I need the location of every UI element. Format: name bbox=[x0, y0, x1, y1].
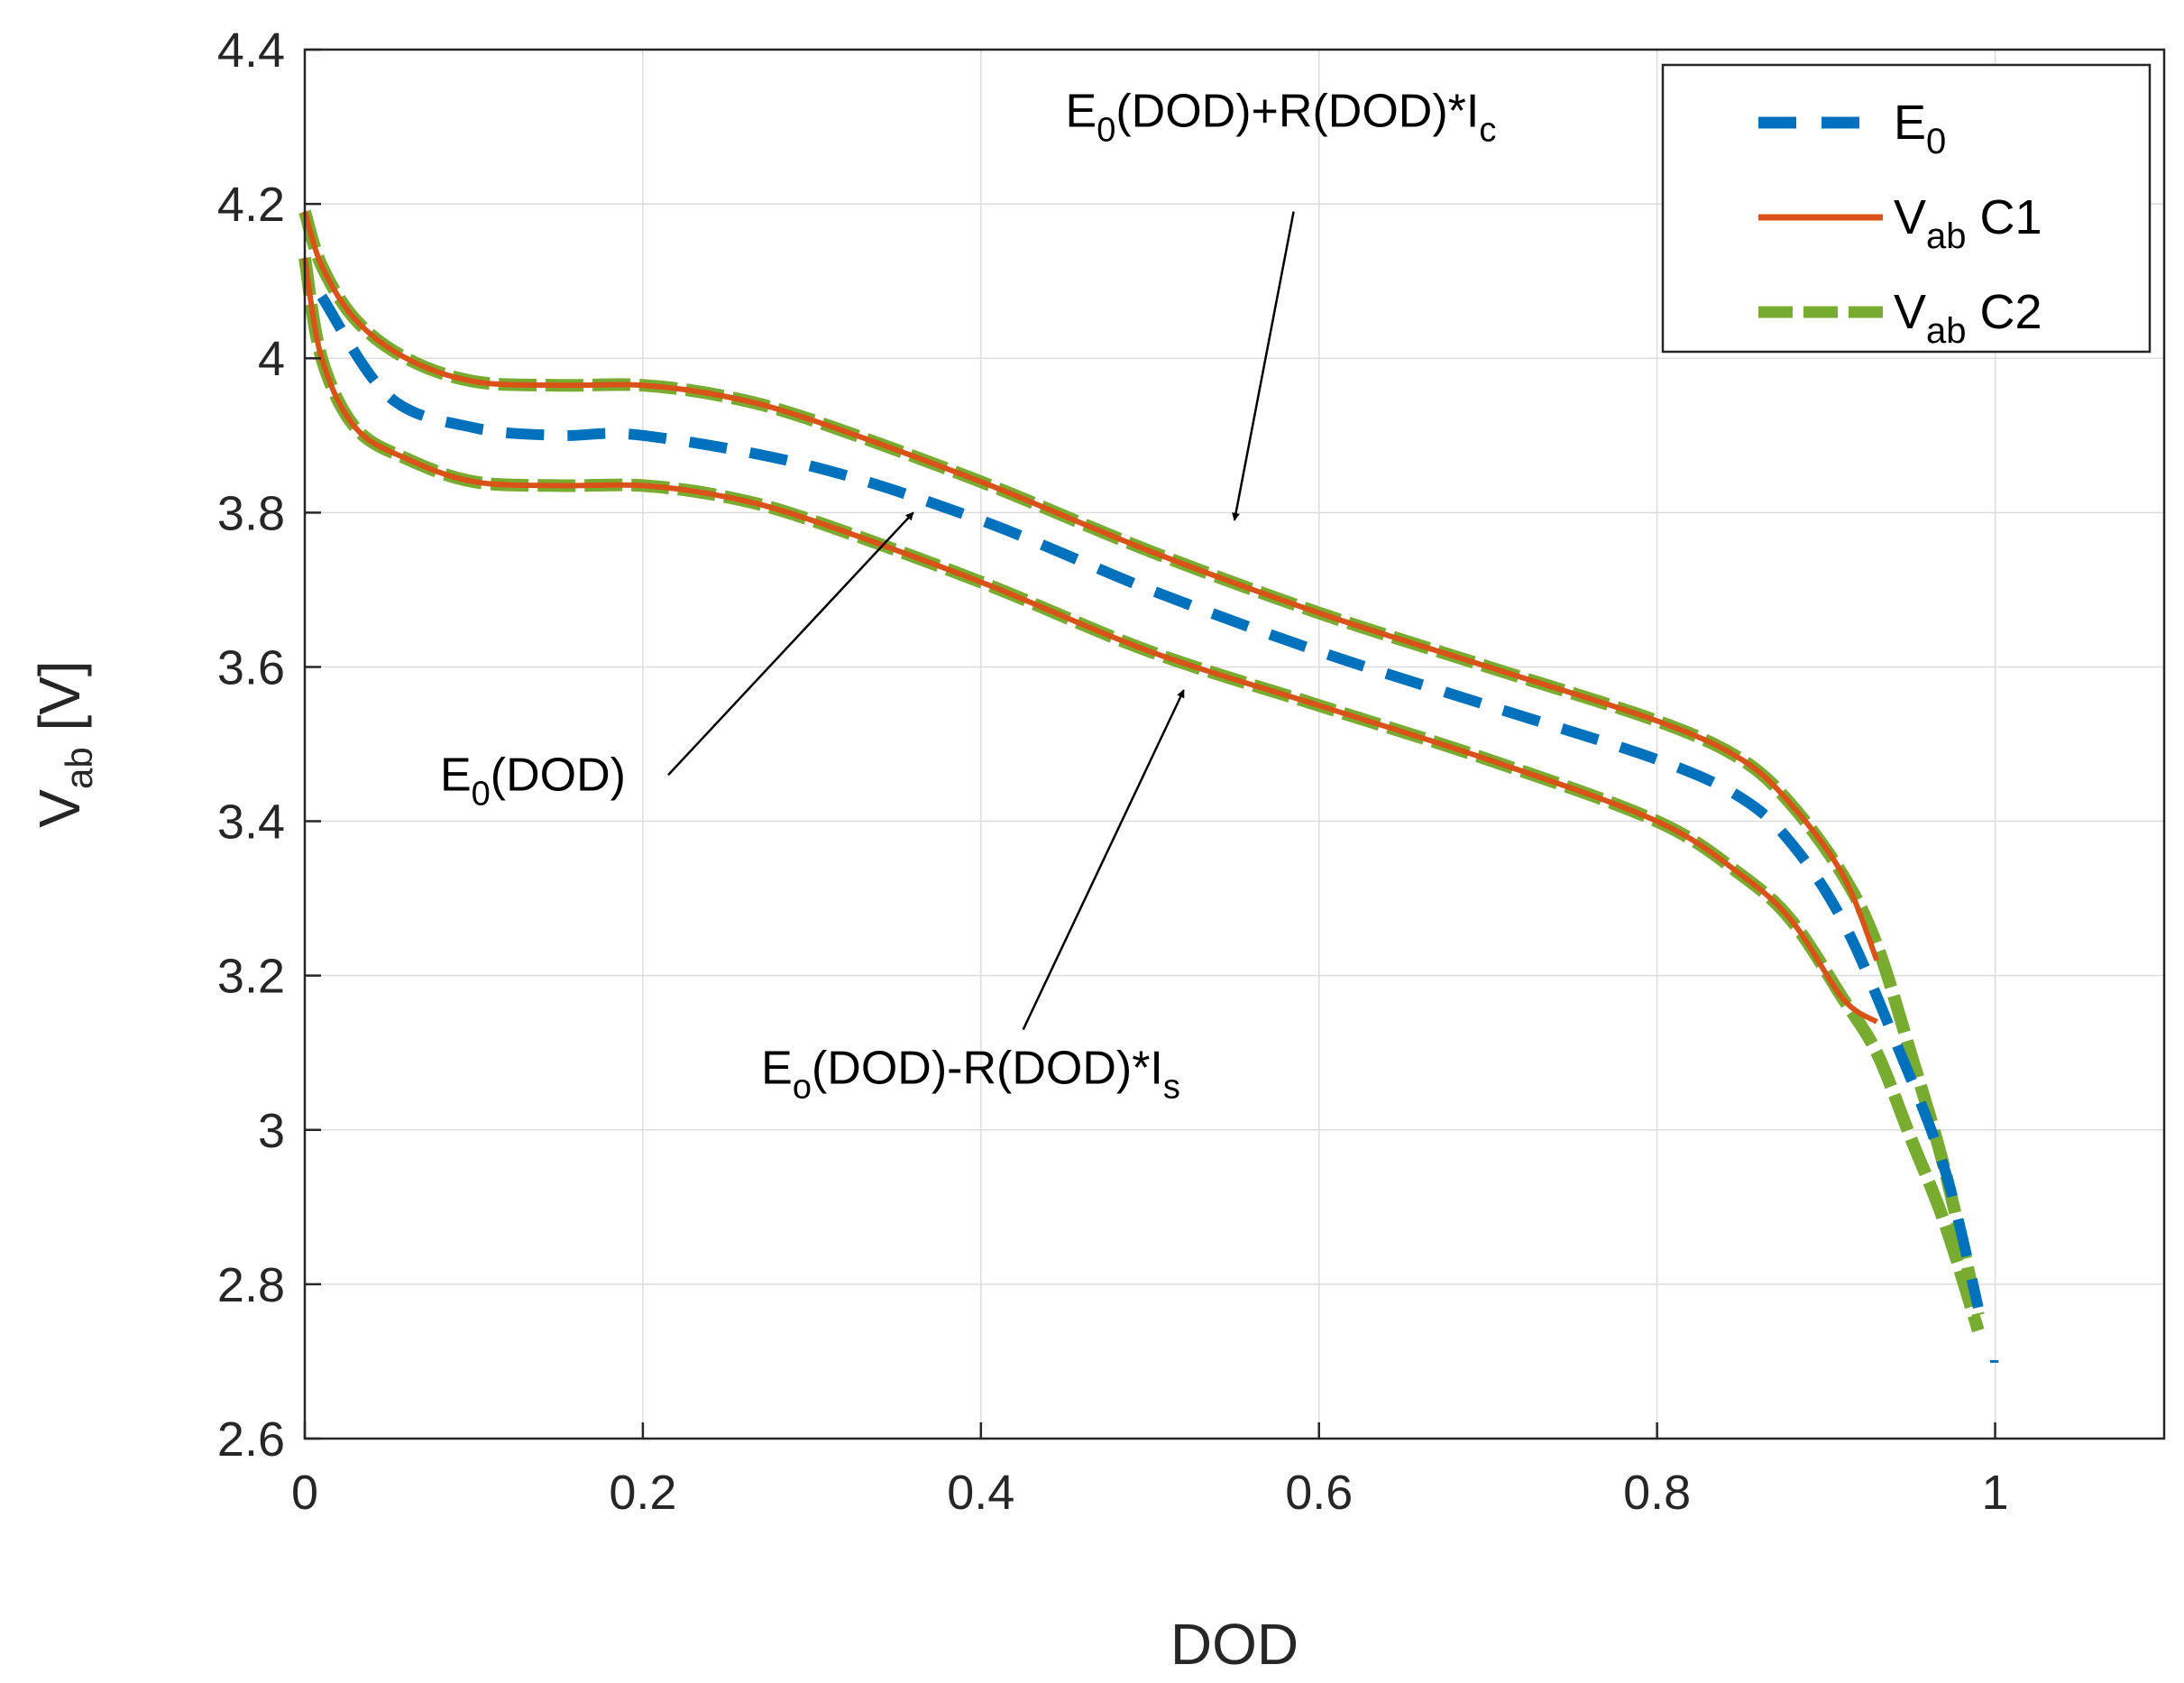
x-tick-label: 1 bbox=[1982, 1466, 2009, 1520]
y-tick-label: 4 bbox=[258, 332, 285, 386]
series-layer bbox=[298, 209, 1999, 1363]
annotation-ocv-label: E0(DOD) bbox=[440, 749, 626, 813]
plot-frame bbox=[303, 48, 2166, 1440]
annotation-discharge-arrow bbox=[1022, 689, 1185, 1031]
annotation-charge-label: E0(DOD)+R(DOD)*Ic bbox=[1066, 86, 1497, 150]
annotations: E0(DOD)+R(DOD)*Ic E0(DOD) Eo(DOD)-R(DOD)*I… bbox=[440, 86, 1496, 1107]
y-tick-label: 2.6 bbox=[217, 1412, 285, 1467]
y-tick-label: 3.2 bbox=[217, 950, 285, 1004]
x-tick-label: 0 bbox=[291, 1466, 318, 1520]
y-tick-label: 3.8 bbox=[217, 486, 285, 540]
x-tick-label: 0.8 bbox=[1623, 1466, 1691, 1520]
y-tick-label: 4.4 bbox=[217, 23, 285, 78]
annotation-charge-arrow bbox=[1232, 211, 1295, 521]
legend-label-vab-c1-charge: Vab C1 bbox=[1894, 190, 2042, 256]
series-line-vab-c1-discharge bbox=[302, 257, 1879, 1025]
x-tick-label: 0.2 bbox=[609, 1466, 676, 1520]
y-tick-label: 3.6 bbox=[217, 640, 285, 694]
legend-label-e0: E0 bbox=[1894, 96, 1946, 161]
annotation-discharge-label: Eo(DOD)-R(DOD)*Is bbox=[761, 1042, 1180, 1106]
x-tick-label: 0.6 bbox=[1285, 1466, 1353, 1520]
series-line-vab-c1-charge bbox=[302, 210, 1880, 961]
legend: E0 Vab C1 Vab C2 bbox=[1661, 63, 2152, 354]
y-tick-label: 2.8 bbox=[217, 1258, 285, 1312]
x-tick-label: 0.4 bbox=[947, 1466, 1014, 1520]
y-tick-label: 4.2 bbox=[217, 178, 285, 232]
y-axis-title: Vab [V] bbox=[27, 660, 100, 827]
legend-label-vab-c2-charge: Vab C2 bbox=[1894, 285, 2042, 351]
y-tick-label: 3.4 bbox=[217, 796, 285, 850]
series-line-e0 bbox=[317, 293, 1984, 1310]
grid bbox=[304, 49, 2164, 1439]
ticks: 0 0.2 0.4 0.6 0.8 1 2.6 2.8 3 3.2 3.4 3.6 3.8 4 4.2 4.4 bbox=[217, 23, 2009, 1520]
legend-box bbox=[1661, 63, 2152, 354]
x-axis-title: DOD bbox=[1170, 1612, 1298, 1677]
annotation-ocv-arrow bbox=[667, 511, 914, 777]
y-tick-label: 3 bbox=[258, 1104, 285, 1158]
